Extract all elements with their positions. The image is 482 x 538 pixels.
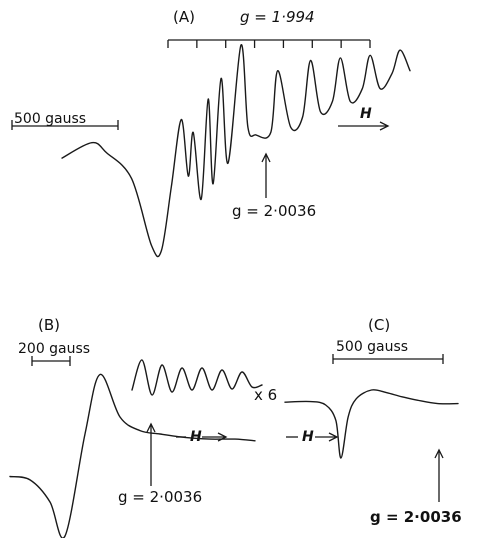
panel-c-spectrum-line bbox=[284, 389, 459, 459]
panel-b: (B) 200 gauss x 6 H g = 2·0036 bbox=[9, 316, 277, 538]
panel-a-field-label: H bbox=[360, 106, 372, 122]
panel-b-expanded-spectrum-line bbox=[131, 359, 263, 396]
panel-c-reference-label: g = 2·0036 bbox=[370, 508, 462, 526]
panel-b-reference-label: g = 2·0036 bbox=[118, 488, 202, 506]
panel-c-scale-label: 500 gauss bbox=[336, 339, 408, 355]
panel-c-reference-arrowhead bbox=[434, 448, 444, 459]
panel-a-scale-label: 500 gauss bbox=[14, 111, 86, 127]
panel-a-reference-label: g = 2·0036 bbox=[232, 202, 316, 220]
panel-c: (C) 500 gauss H g = 2·0036 bbox=[284, 316, 462, 526]
panel-a-spectrum-line bbox=[61, 44, 411, 258]
panel-a-field-arrowhead bbox=[379, 121, 390, 131]
panel-a-hyperfine-label: g = 1·994 bbox=[240, 8, 315, 26]
panel-c-field-arrowhead bbox=[328, 432, 339, 442]
panel-a: (A) g = 1·994 500 gauss H g = 2·0036 bbox=[11, 8, 411, 258]
panel-c-label: (C) bbox=[368, 316, 390, 334]
panel-b-spectrum-line bbox=[9, 373, 256, 538]
panel-a-hyperfine-comb bbox=[167, 39, 371, 48]
panel-b-reference-arrowhead bbox=[146, 422, 156, 433]
panel-a-label: (A) bbox=[173, 8, 195, 26]
panel-c-field-label: H bbox=[302, 429, 314, 445]
panel-b-label: (B) bbox=[38, 316, 60, 334]
panel-b-scale-label: 200 gauss bbox=[18, 341, 90, 357]
panel-b-field-label: H bbox=[190, 429, 202, 445]
panel-b-gain-label: x 6 bbox=[254, 386, 277, 404]
panel-a-reference-arrowhead bbox=[261, 152, 271, 163]
